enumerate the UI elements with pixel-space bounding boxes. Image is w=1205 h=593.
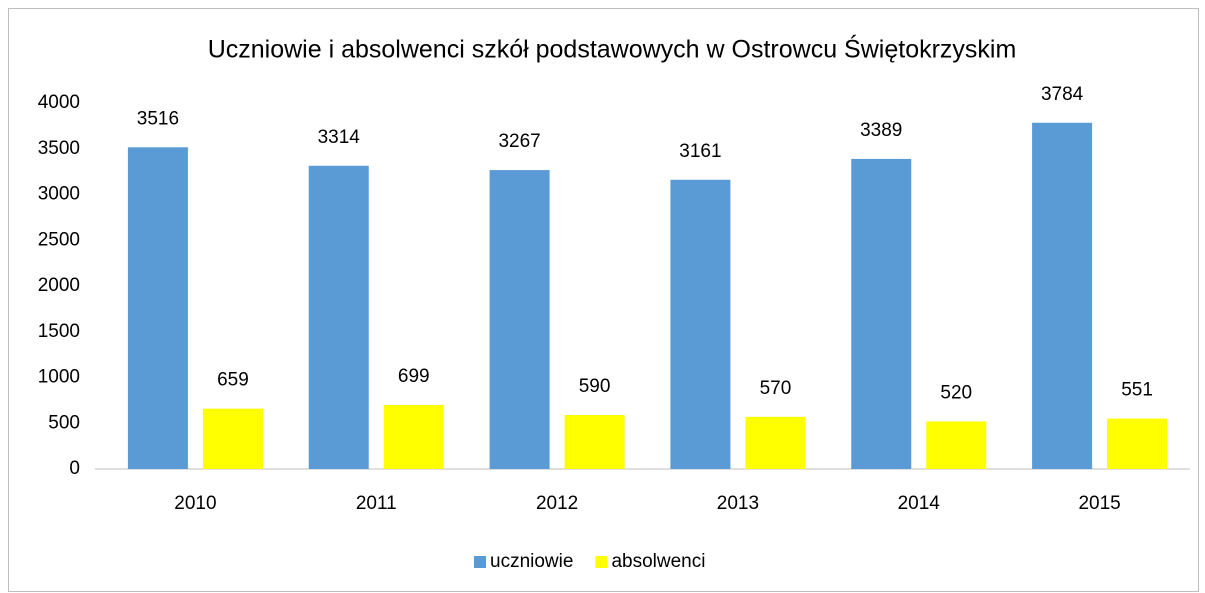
- y-tick-label: 0: [69, 458, 80, 479]
- data-label: 3784: [1041, 84, 1084, 105]
- y-tick-label: 1000: [38, 367, 80, 388]
- legend-swatch: [595, 556, 608, 568]
- y-tick-label: 3500: [38, 138, 80, 159]
- bar: [1032, 122, 1093, 469]
- bar: [383, 405, 444, 469]
- x-tick-label: 2012: [536, 493, 578, 514]
- bar: [670, 179, 731, 469]
- bar: [564, 415, 625, 469]
- data-label: 551: [1121, 380, 1153, 401]
- data-label: 520: [940, 382, 972, 403]
- y-tick-label: 3000: [38, 184, 80, 205]
- bar: [489, 170, 550, 469]
- data-label: 659: [217, 370, 249, 391]
- bar: [745, 416, 806, 469]
- data-label: 570: [760, 378, 792, 399]
- chart-border: [8, 8, 1199, 592]
- data-label: 3314: [318, 127, 361, 148]
- legend-label: absolwenci: [611, 551, 705, 572]
- bar: [127, 147, 188, 469]
- x-tick-label: 2013: [717, 493, 759, 514]
- y-tick-label: 2000: [38, 275, 80, 296]
- data-label: 3267: [498, 131, 540, 152]
- bar: [926, 421, 987, 469]
- bar: [308, 165, 369, 470]
- x-tick-label: 2015: [1078, 493, 1120, 514]
- y-tick-label: 4000: [38, 92, 80, 113]
- data-label: 590: [579, 376, 611, 397]
- bar: [851, 158, 912, 469]
- y-tick-label: 1500: [38, 321, 80, 342]
- legend-swatch: [474, 556, 486, 568]
- x-tick-label: 2010: [174, 493, 216, 514]
- x-tick-label: 2011: [356, 493, 397, 514]
- x-tick-label: 2014: [898, 493, 941, 514]
- legend-label: uczniowie: [490, 551, 573, 572]
- y-tick-label: 500: [48, 412, 80, 433]
- chart-title: Uczniowie i absolwenci szkół podstawowyc…: [208, 34, 1017, 64]
- y-tick-label: 2500: [38, 229, 80, 250]
- data-label: 699: [398, 366, 430, 387]
- bar: [1107, 418, 1168, 469]
- data-label: 3161: [679, 141, 721, 162]
- data-label: 3389: [860, 120, 902, 141]
- data-label: 3516: [137, 108, 179, 129]
- bar: [202, 408, 263, 469]
